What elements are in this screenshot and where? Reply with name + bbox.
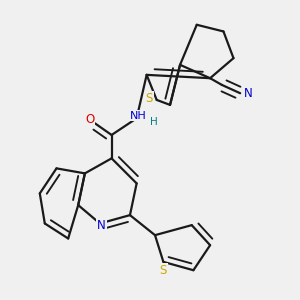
Text: O: O [85,113,94,126]
Text: S: S [146,92,153,105]
Text: N: N [97,219,106,232]
Text: H: H [150,117,158,127]
Text: NH: NH [130,111,147,121]
Text: S: S [160,264,167,277]
Text: N: N [244,87,253,100]
